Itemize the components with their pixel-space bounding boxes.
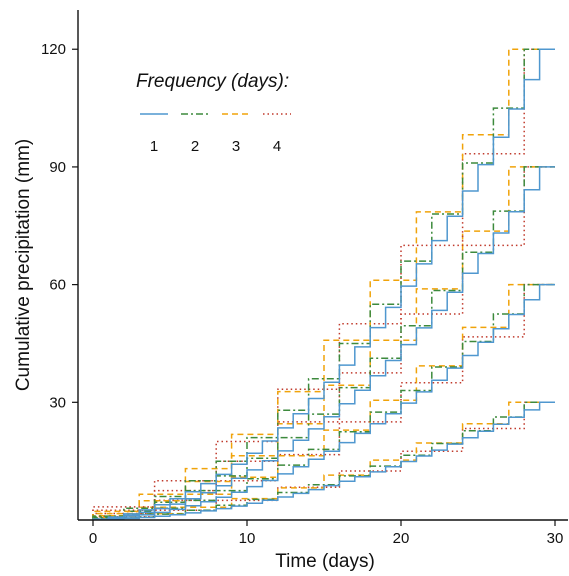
axes-layer xyxy=(77,10,568,521)
x-tick-label: 10 xyxy=(239,530,256,547)
series-line-freq-2-total-90 xyxy=(92,166,555,520)
legend-label-3: 3 xyxy=(232,138,240,155)
y-tick-label: 90 xyxy=(49,159,66,176)
y-tick-label: 30 xyxy=(49,394,66,411)
series-line-freq-2-total-30 xyxy=(92,401,555,520)
series-line-freq-1-total-30 xyxy=(92,401,555,521)
legend-label-4: 4 xyxy=(273,138,281,155)
series-layer xyxy=(92,48,555,521)
y-tick-label: 60 xyxy=(49,277,66,294)
legend-label-2: 2 xyxy=(191,138,199,155)
legend-entries: 1 2 3 4 xyxy=(140,113,291,155)
series-line-freq-2-total-120 xyxy=(92,48,555,520)
series-line-freq-1-total-90 xyxy=(92,166,555,520)
series-line-freq-4-total-120 xyxy=(92,48,555,520)
series-line-freq-4-total-90 xyxy=(92,166,555,520)
x-tick-label: 0 xyxy=(89,530,97,547)
series-line-freq-4-total-30 xyxy=(92,401,555,520)
x-tick-label: 20 xyxy=(393,530,410,547)
legend-title: Frequency (days): xyxy=(136,71,289,92)
x-axis-label: Time (days) xyxy=(275,551,375,572)
legend-label-1: 1 xyxy=(150,138,158,155)
ticks-layer: 0 10 20 30 30 60 90 120 xyxy=(41,41,563,547)
series-line-freq-1-total-60 xyxy=(92,283,555,521)
series-line-freq-2-total-60 xyxy=(92,283,555,520)
series-line-freq-1-total-120 xyxy=(92,48,555,520)
x-tick-label: 30 xyxy=(547,530,564,547)
legend: Frequency (days): 1 2 3 4 xyxy=(136,71,291,155)
y-axis-label: Cumulative precipitation (mm) xyxy=(13,139,34,391)
series-line-freq-3-total-90 xyxy=(92,166,555,520)
y-tick-label: 120 xyxy=(41,41,66,58)
